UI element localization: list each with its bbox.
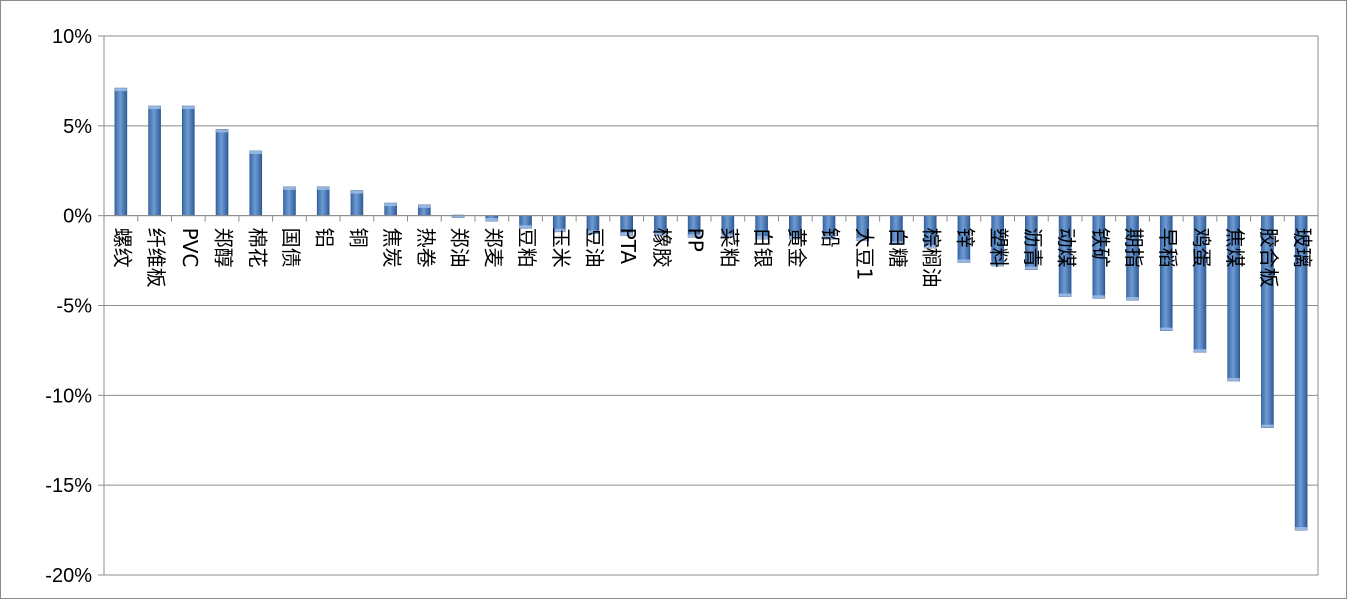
bar-cap xyxy=(1193,349,1206,353)
category-label: 塑料 xyxy=(987,228,1011,268)
y-tick-label: 10% xyxy=(52,26,92,48)
bar-cap xyxy=(1126,297,1139,301)
bar-cap xyxy=(721,234,734,238)
bar-cap xyxy=(789,236,802,240)
bar-cap xyxy=(148,106,161,110)
category-label: 郑麦 xyxy=(481,228,505,268)
bar-cap xyxy=(586,230,599,234)
y-tick-label: 5% xyxy=(63,116,92,138)
category-label: 国债 xyxy=(279,228,303,268)
bar-cap xyxy=(485,218,498,222)
category-label: 鸡蛋 xyxy=(1189,228,1213,268)
bar-cap xyxy=(182,106,195,110)
category-label: PVC xyxy=(178,228,202,268)
category-label: 热卷 xyxy=(414,228,438,268)
category-label: 豆粕 xyxy=(515,228,539,268)
category-label: 铁矿 xyxy=(1088,228,1112,268)
category-label: 铅 xyxy=(819,228,843,248)
bar-cap xyxy=(755,236,768,240)
category-label: 郑油 xyxy=(448,228,472,268)
category-label: 橡胶 xyxy=(650,228,674,268)
category-label: 早稻 xyxy=(1156,228,1180,268)
category-label: 菜粕 xyxy=(717,228,741,268)
y-tick-label: -10% xyxy=(45,385,92,407)
bar-cap xyxy=(418,204,431,208)
bar-cap xyxy=(1025,266,1038,270)
y-tick-label: -5% xyxy=(56,296,92,318)
bar-cap xyxy=(553,228,566,232)
bar-cap xyxy=(1059,293,1072,297)
bar-cap xyxy=(384,203,397,207)
category-label: 铜 xyxy=(346,228,370,248)
bar-cap xyxy=(1092,295,1105,299)
bar-cap xyxy=(317,186,330,190)
category-label: 黄金 xyxy=(785,228,809,268)
category-label: 玉米 xyxy=(549,228,573,268)
category-label: 焦煤 xyxy=(1223,228,1247,268)
category-label: 白糖 xyxy=(886,228,910,268)
category-label: 纤维板 xyxy=(144,228,168,288)
bar-cap xyxy=(1295,527,1308,531)
bar-cap xyxy=(114,88,127,92)
bar-cap xyxy=(249,150,262,154)
category-label: 动煤 xyxy=(1055,228,1079,268)
category-label: 铝 xyxy=(313,228,337,248)
bar-cap xyxy=(283,186,296,190)
category-label: 白银 xyxy=(751,228,775,268)
bar xyxy=(114,87,128,216)
bar-cap xyxy=(991,262,1004,266)
bar-cap xyxy=(1261,424,1274,428)
category-label: PTA xyxy=(616,228,640,265)
bar xyxy=(316,186,330,216)
bar xyxy=(215,129,229,216)
category-label: 玻璃 xyxy=(1291,228,1315,268)
bar-cap xyxy=(654,232,667,236)
bar-cap xyxy=(924,245,937,249)
bar-cap xyxy=(957,259,970,263)
bar xyxy=(350,190,364,216)
category-label: 棕榈油 xyxy=(920,228,944,288)
bar-cap xyxy=(823,236,836,240)
bar xyxy=(283,186,296,216)
category-label: 锌 xyxy=(953,228,977,248)
category-label: PP xyxy=(684,228,708,252)
category-label: 大豆1 xyxy=(852,228,876,281)
category-label: 期指 xyxy=(1122,228,1146,268)
category-label: 焦炭 xyxy=(380,228,404,268)
category-label: 沥青 xyxy=(1021,228,1045,268)
bar-cap xyxy=(216,129,229,133)
bar xyxy=(249,150,263,216)
category-label: 豆油 xyxy=(582,228,606,268)
bar xyxy=(148,105,161,216)
bar-cap xyxy=(350,190,363,194)
bar-cap xyxy=(890,241,903,245)
bar-cap xyxy=(688,234,701,238)
category-label: 郑醇 xyxy=(212,228,236,268)
bar-cap xyxy=(856,237,869,241)
bar-cap xyxy=(1160,327,1173,331)
bar xyxy=(182,105,195,216)
category-label: 胶合板 xyxy=(1257,228,1281,288)
category-label: 螺纹 xyxy=(110,228,134,268)
bar-cap xyxy=(620,232,633,236)
bar-cap xyxy=(519,225,532,229)
y-tick-label: -20% xyxy=(45,565,92,587)
y-tick-label: -15% xyxy=(45,475,92,497)
bar-cap xyxy=(1227,377,1240,381)
category-label: 棉花 xyxy=(245,228,269,268)
y-tick-label: 0% xyxy=(63,206,92,228)
